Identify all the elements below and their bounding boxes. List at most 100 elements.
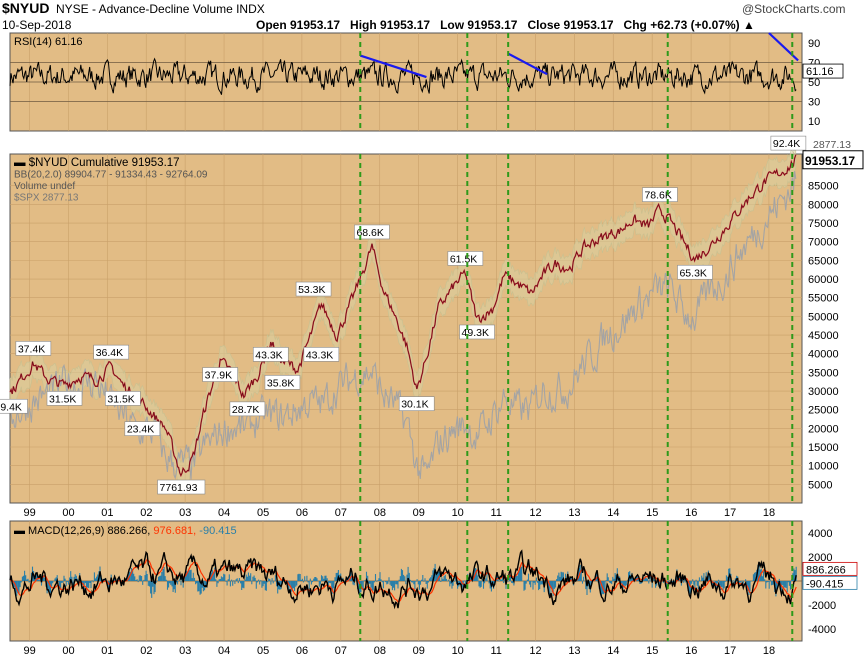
rsi-tick-label: 50 bbox=[808, 77, 820, 89]
price-tick-label: 10000 bbox=[808, 461, 839, 473]
peak-label-box bbox=[447, 251, 484, 266]
price-x-tick-label: 03 bbox=[179, 507, 191, 519]
peak-label-box bbox=[354, 224, 390, 240]
peak-label: 36.4K bbox=[96, 347, 123, 359]
macd-tick-label: 4000 bbox=[808, 528, 832, 540]
price-tick-label: 5000 bbox=[808, 479, 832, 491]
price-tick-label: 55000 bbox=[808, 293, 839, 305]
macd-tick-label: -4000 bbox=[808, 624, 836, 636]
macd-x-tick-label: 05 bbox=[257, 645, 269, 657]
peak-label: 28.7K bbox=[232, 404, 259, 416]
price-legend-entry: ▬ $NYUD Cumulative 91953.17 bbox=[14, 157, 180, 169]
price-x-tick-label: 14 bbox=[607, 507, 619, 519]
peak-label-box bbox=[0, 398, 28, 414]
price-tick-label: 30000 bbox=[808, 386, 839, 398]
peak-label: 37.4K bbox=[18, 343, 45, 355]
ohlc-readout: Open 91953.17 High 91953.17 Low 91953.17… bbox=[256, 18, 755, 32]
peak-label: 49.3K bbox=[462, 327, 489, 339]
peak-label: 31.5K bbox=[49, 393, 76, 405]
price-x-tick-label: 05 bbox=[257, 507, 269, 519]
rsi-last-value-box bbox=[802, 63, 844, 79]
peak-label: 29.4K bbox=[0, 401, 22, 413]
rsi-tick-label: 30 bbox=[808, 97, 820, 109]
peak-label-box bbox=[770, 135, 807, 151]
price-x-tick-label: 18 bbox=[763, 507, 775, 519]
peak-label-box bbox=[202, 367, 238, 382]
nyud-series-outline bbox=[9, 154, 796, 476]
peak-label-box bbox=[15, 341, 52, 356]
spx-series-line bbox=[9, 171, 797, 480]
price-tick-label: 50000 bbox=[808, 311, 839, 323]
macd-hist-last-value-box bbox=[802, 575, 858, 590]
macd-x-tick-label: 03 bbox=[179, 645, 191, 657]
macd-x-tick-label: 14 bbox=[607, 645, 619, 657]
peak-label: 92.4K bbox=[773, 138, 800, 150]
price-x-tick-label: 06 bbox=[296, 507, 308, 519]
peak-label: 31.5K bbox=[107, 393, 134, 405]
macd-x-tick-label: 10 bbox=[452, 645, 464, 657]
peak-label: 23.4K bbox=[127, 424, 154, 436]
price-x-tick-label: 07 bbox=[335, 507, 347, 519]
peak-label-box bbox=[264, 375, 301, 390]
peak-label: 35.8K bbox=[267, 377, 294, 389]
rsi-trend-line bbox=[507, 52, 548, 76]
rsi-tick-label: 90 bbox=[808, 38, 820, 50]
macd-x-tick-label: 06 bbox=[296, 645, 308, 657]
macd-panel: 4000 2000 -2000 -4000 99 00 01 02 03 04 05 06 07 08 09… bbox=[9, 520, 858, 657]
rsi-trend-line bbox=[359, 54, 427, 79]
price-x-tick-label: 09 bbox=[413, 507, 425, 519]
macd-legend-part: -90.415 bbox=[196, 525, 236, 537]
peak-label-box bbox=[124, 421, 161, 436]
peak-label-box bbox=[93, 344, 129, 360]
peak-label-box bbox=[295, 281, 332, 297]
peak-label: 53.3K bbox=[298, 284, 325, 296]
price-tick-label: 80000 bbox=[808, 199, 839, 211]
price-legend-entry: Volume undef bbox=[14, 181, 75, 192]
macd-x-tick-label: 12 bbox=[529, 645, 541, 657]
price-background bbox=[9, 153, 803, 504]
symbol-description: NYSE - Advance-Decline Volume INDX bbox=[56, 2, 265, 16]
price-tick-label: 40000 bbox=[808, 349, 839, 361]
chart-date: 10-Sep-2018 bbox=[2, 18, 72, 32]
price-x-tick-label: 12 bbox=[529, 507, 541, 519]
macd-line bbox=[9, 549, 797, 610]
macd-hist-last-value: -90.415 bbox=[806, 578, 843, 590]
price-tick-label: 70000 bbox=[808, 237, 839, 249]
price-tick-label: 35000 bbox=[808, 367, 839, 379]
macd-x-tick-label: 99 bbox=[23, 645, 35, 657]
price-x-tick-label: 17 bbox=[724, 507, 736, 519]
price-x-tick-label: 15 bbox=[646, 507, 658, 519]
price-last-value: 91953.17 bbox=[805, 154, 855, 168]
price-legend-entry: BB(20,2.0) 89904.77 - 91334.43 - 92764.0… bbox=[14, 170, 208, 181]
watermark: @StockCharts.com bbox=[742, 2, 846, 16]
price-x-tick-label: 11 bbox=[490, 507, 501, 519]
spx-last-value: 2877.13 bbox=[813, 139, 851, 151]
macd-x-tick-label: 13 bbox=[568, 645, 580, 657]
price-tick-label: 20000 bbox=[808, 423, 839, 435]
price-tick-label: 15000 bbox=[808, 442, 839, 454]
macd-legend-part: 976.681, bbox=[150, 525, 196, 537]
peak-label: 78.6K bbox=[644, 190, 671, 202]
symbol: $NYUD bbox=[2, 0, 50, 16]
macd-x-tick-label: 02 bbox=[140, 645, 152, 657]
peak-label-box bbox=[105, 391, 141, 406]
price-tick-label: 65000 bbox=[808, 255, 839, 267]
macd-x-tick-label: 01 bbox=[101, 645, 113, 657]
peak-label: 43.3K bbox=[255, 349, 282, 361]
macd-x-tick-label: 09 bbox=[413, 645, 425, 657]
macd-x-tick-label: 18 bbox=[763, 645, 775, 657]
peak-label: 30.1K bbox=[401, 399, 428, 411]
macd-x-tick-label: 16 bbox=[685, 645, 697, 657]
macd-legend-part: ▬ MACD(12,26,9) 886.266, bbox=[14, 525, 150, 537]
macd-tick-label: -2000 bbox=[808, 600, 836, 612]
macd-last-value-box bbox=[802, 561, 858, 576]
price-x-tick-label: 99 bbox=[23, 507, 35, 519]
macd-x-tick-label: 07 bbox=[335, 645, 347, 657]
price-panel: 5000 10000 15000 20000 25000 30000 35000 40000 4… bbox=[0, 135, 864, 519]
price-tick-label: 45000 bbox=[808, 330, 839, 342]
price-x-tick-label: 16 bbox=[685, 507, 697, 519]
price-tick-label: 85000 bbox=[808, 181, 839, 193]
peak-label-box bbox=[252, 347, 289, 362]
peak-label: 37.9K bbox=[205, 370, 232, 382]
